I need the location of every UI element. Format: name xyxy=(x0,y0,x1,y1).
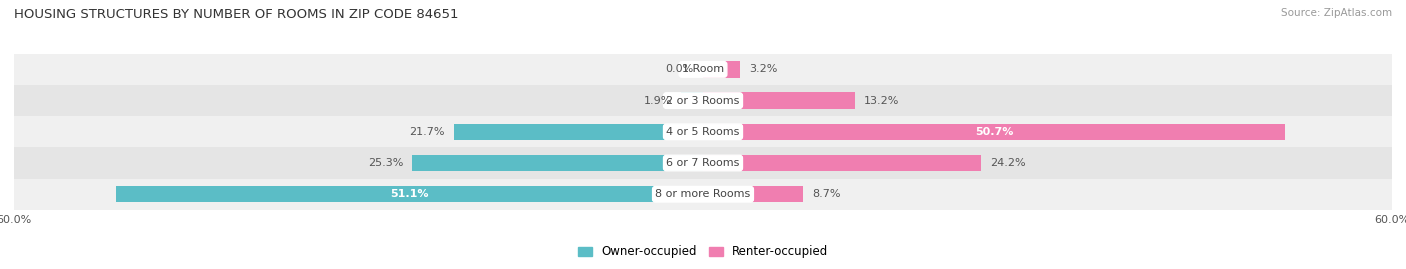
Text: 25.3%: 25.3% xyxy=(368,158,404,168)
Bar xyxy=(117,186,703,202)
Bar xyxy=(703,186,803,202)
Bar xyxy=(14,116,1392,147)
Bar xyxy=(703,61,740,77)
Text: 1.9%: 1.9% xyxy=(644,95,672,106)
Text: 8.7%: 8.7% xyxy=(813,189,841,199)
Bar xyxy=(703,124,1285,140)
Bar xyxy=(703,93,855,109)
Text: 8 or more Rooms: 8 or more Rooms xyxy=(655,189,751,199)
Text: 2 or 3 Rooms: 2 or 3 Rooms xyxy=(666,95,740,106)
Bar xyxy=(412,155,703,171)
Text: Source: ZipAtlas.com: Source: ZipAtlas.com xyxy=(1281,8,1392,18)
Bar xyxy=(14,54,1392,85)
Text: 3.2%: 3.2% xyxy=(749,64,778,75)
Text: 0.0%: 0.0% xyxy=(665,64,693,75)
Text: 21.7%: 21.7% xyxy=(409,127,444,137)
Text: 13.2%: 13.2% xyxy=(863,95,898,106)
Text: 1 Room: 1 Room xyxy=(682,64,724,75)
Bar xyxy=(14,147,1392,179)
Bar xyxy=(703,155,981,171)
Legend: Owner-occupied, Renter-occupied: Owner-occupied, Renter-occupied xyxy=(572,241,834,263)
Text: 50.7%: 50.7% xyxy=(974,127,1014,137)
Bar xyxy=(14,179,1392,210)
Text: 51.1%: 51.1% xyxy=(391,189,429,199)
Text: 24.2%: 24.2% xyxy=(990,158,1026,168)
Text: 4 or 5 Rooms: 4 or 5 Rooms xyxy=(666,127,740,137)
Bar xyxy=(14,85,1392,116)
Text: HOUSING STRUCTURES BY NUMBER OF ROOMS IN ZIP CODE 84651: HOUSING STRUCTURES BY NUMBER OF ROOMS IN… xyxy=(14,8,458,21)
Text: 6 or 7 Rooms: 6 or 7 Rooms xyxy=(666,158,740,168)
Bar xyxy=(454,124,703,140)
Bar xyxy=(681,93,703,109)
